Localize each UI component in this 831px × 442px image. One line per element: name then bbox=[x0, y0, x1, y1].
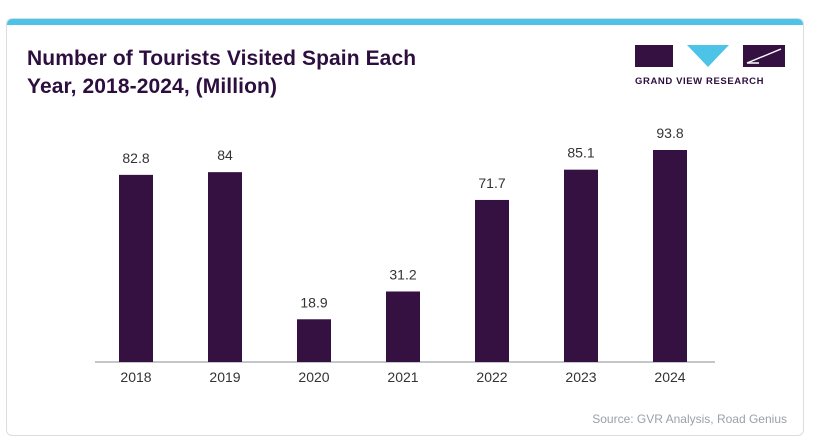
value-label-2021: 31.2 bbox=[389, 266, 416, 282]
x-tick-label-2024: 2024 bbox=[654, 369, 685, 385]
bar-2021 bbox=[386, 291, 420, 362]
card-accent-bar bbox=[7, 19, 803, 25]
x-tick-label-2022: 2022 bbox=[476, 369, 507, 385]
x-tick-label-2020: 2020 bbox=[298, 369, 329, 385]
value-label-2019: 84 bbox=[217, 147, 233, 163]
bar-2020 bbox=[297, 319, 331, 362]
x-tick-label-2021: 2021 bbox=[387, 369, 418, 385]
bar-2023 bbox=[564, 169, 598, 362]
x-tick-label-2018: 2018 bbox=[120, 369, 151, 385]
bar-2022 bbox=[475, 199, 509, 362]
value-label-2022: 71.7 bbox=[478, 175, 505, 191]
value-label-2024: 93.8 bbox=[656, 125, 683, 141]
source-note: Source: GVR Analysis, Road Genius bbox=[592, 412, 787, 426]
logo-mark-icon bbox=[635, 45, 785, 67]
value-label-2023: 85.1 bbox=[567, 145, 594, 161]
logo-text: GRAND VIEW RESEARCH bbox=[635, 76, 765, 87]
bar-2018 bbox=[119, 174, 153, 362]
x-tick-label-2019: 2019 bbox=[209, 369, 240, 385]
chart-title: Number of Tourists Visited Spain Each Ye… bbox=[27, 47, 417, 98]
bar-2024 bbox=[653, 150, 687, 362]
value-label-2020: 18.9 bbox=[300, 294, 327, 310]
bar-2019 bbox=[208, 172, 242, 362]
bar-chart: 82.8 2018 84 2019 18.9 2020 31.2 2021 71.7 2022 85… bbox=[95, 125, 715, 385]
chart-card: Number of Tourists Visited Spain Each Ye… bbox=[6, 18, 804, 436]
x-tick-label-2023: 2023 bbox=[565, 369, 596, 385]
value-label-2018: 82.8 bbox=[122, 150, 149, 166]
grand-view-research-logo: GRAND VIEW RESEARCH bbox=[635, 43, 785, 89]
